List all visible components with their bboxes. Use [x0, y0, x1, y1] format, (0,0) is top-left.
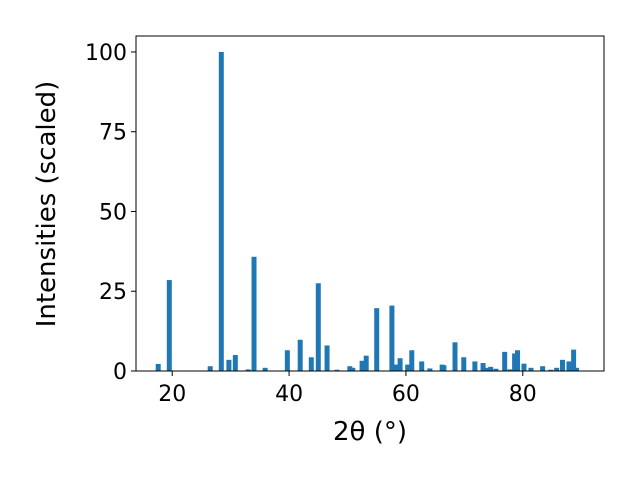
bar — [493, 368, 499, 371]
bar — [397, 358, 403, 371]
bar — [560, 359, 566, 371]
bar — [512, 353, 518, 371]
bar — [226, 359, 232, 371]
bar — [374, 308, 380, 371]
y-tick-label: 100 — [85, 41, 127, 66]
bar — [427, 368, 433, 371]
bar — [515, 350, 521, 371]
bar — [571, 349, 577, 371]
y-tick-label: 0 — [113, 360, 127, 385]
bar — [566, 361, 572, 371]
bar — [540, 366, 546, 371]
y-tick-label: 25 — [99, 280, 127, 305]
bar — [554, 367, 560, 371]
bar — [502, 351, 508, 371]
y-tick-label: 75 — [99, 121, 127, 146]
bar — [507, 369, 513, 371]
bar — [528, 367, 534, 371]
bar — [405, 364, 411, 371]
bar — [461, 357, 467, 371]
x-tick-label: 60 — [392, 382, 420, 407]
bar — [548, 369, 554, 371]
bar — [419, 361, 425, 371]
bar — [472, 361, 478, 371]
bar — [363, 355, 369, 371]
bar — [308, 357, 314, 371]
bar — [347, 366, 353, 371]
bar — [251, 256, 257, 371]
bar — [452, 342, 458, 371]
bar — [315, 283, 321, 371]
bar — [232, 355, 238, 371]
bar — [284, 350, 290, 371]
plot-frame — [135, 35, 605, 372]
y-tick-label: 50 — [99, 200, 127, 225]
bar — [155, 363, 161, 371]
y-axis-label: Intensities (scaled) — [32, 81, 62, 328]
bar — [393, 364, 399, 371]
bar — [480, 363, 486, 371]
bar — [262, 367, 268, 371]
bar — [324, 345, 330, 371]
bar — [574, 367, 580, 371]
x-tick-label: 80 — [509, 382, 537, 407]
x-tick-label: 20 — [158, 382, 186, 407]
bar — [521, 363, 527, 371]
bar — [488, 366, 494, 371]
bar — [334, 369, 340, 371]
x-axis-label: 2θ (°) — [333, 417, 407, 447]
x-tick-label: 40 — [275, 382, 303, 407]
bar — [409, 350, 415, 371]
bar — [297, 339, 303, 371]
bar — [389, 305, 395, 371]
bar — [218, 51, 224, 371]
bar — [484, 367, 490, 371]
bar — [166, 280, 172, 371]
bar — [441, 365, 447, 371]
bar — [207, 366, 213, 371]
bar — [350, 367, 356, 371]
bar — [359, 360, 365, 371]
bar — [245, 369, 251, 371]
